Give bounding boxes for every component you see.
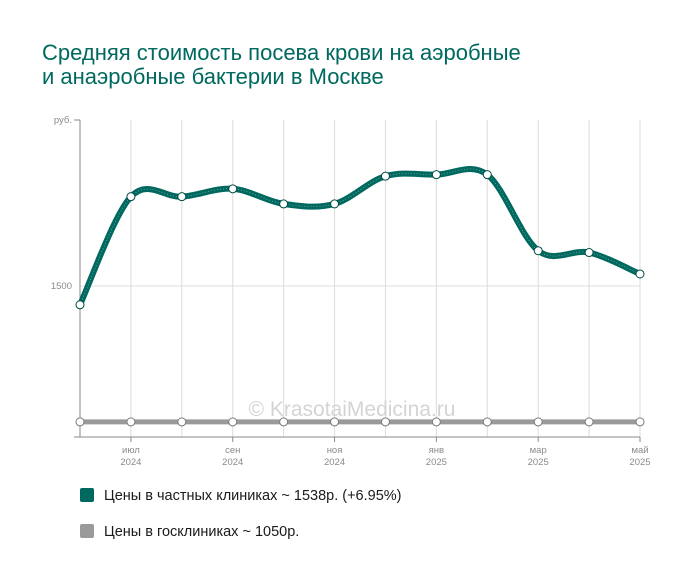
x-tick-label-month: июл xyxy=(122,445,140,456)
data-point-private[interactable] xyxy=(279,199,289,209)
data-point-public[interactable] xyxy=(584,417,594,427)
data-point-private[interactable] xyxy=(380,171,390,181)
data-point-public[interactable] xyxy=(228,417,238,427)
series-line-private xyxy=(77,166,643,308)
data-point-private[interactable] xyxy=(228,184,238,194)
grid xyxy=(80,120,641,437)
data-point-private[interactable] xyxy=(75,300,85,310)
data-point-private[interactable] xyxy=(431,170,441,180)
data-point-public[interactable] xyxy=(533,417,543,427)
x-tick-label-year: 2024 xyxy=(222,457,243,468)
axes: руб.1500июл2024сен2024ноя2024янв2025мар2… xyxy=(51,115,651,468)
data-point-public[interactable] xyxy=(330,417,340,427)
data-point-public[interactable] xyxy=(177,417,187,427)
x-tick-label-month: май xyxy=(631,445,648,456)
chart-title-line-2: и анаэробные бактерии в Москве xyxy=(42,64,384,89)
data-point-public[interactable] xyxy=(126,417,136,427)
watermark: © KrasotaiMedicina.ru xyxy=(249,398,456,421)
data-point-private[interactable] xyxy=(533,246,543,256)
data-point-private[interactable] xyxy=(584,248,594,258)
x-tick-label-year: 2025 xyxy=(528,457,549,468)
data-point-private[interactable] xyxy=(635,269,645,279)
legend-swatch-private xyxy=(80,488,94,502)
data-point-public[interactable] xyxy=(635,417,645,427)
data-point-private[interactable] xyxy=(482,170,492,180)
data-point-public[interactable] xyxy=(380,417,390,427)
x-tick-label-month: ноя xyxy=(327,445,343,456)
chart-title: Средняя стоимость посева крови на аэробн… xyxy=(42,40,521,89)
x-tick-label-month: янв xyxy=(429,445,444,456)
y-axis-unit-label: руб. xyxy=(54,115,72,126)
x-tick-label-year: 2024 xyxy=(120,457,141,468)
x-tick-label-year: 2024 xyxy=(324,457,345,468)
data-point-public[interactable] xyxy=(75,417,85,427)
chart-title-line-1: Средняя стоимость посева крови на аэробн… xyxy=(42,40,521,65)
data-point-private[interactable] xyxy=(177,192,187,202)
data-point-public[interactable] xyxy=(482,417,492,427)
legend-label-private: Цены в частных клиниках ~ 1538р. (+6.95%… xyxy=(104,488,402,504)
legend-swatch-public xyxy=(80,524,94,538)
x-tick-label-year: 2025 xyxy=(426,457,447,468)
series-line-private-highlight xyxy=(79,168,641,305)
data-point-public[interactable] xyxy=(279,417,289,427)
series-layer xyxy=(75,166,645,427)
data-point-private[interactable] xyxy=(330,199,340,209)
data-point-private[interactable] xyxy=(126,192,136,202)
x-tick-label-month: сен xyxy=(225,445,240,456)
legend-label-public: Цены в госклиниках ~ 1050р. xyxy=(104,524,299,540)
x-tick-label-year: 2025 xyxy=(629,457,650,468)
x-tick-label-month: мар xyxy=(530,445,547,456)
legend: Цены в частных клиниках ~ 1538р. (+6.95%… xyxy=(80,488,402,540)
y-tick-label: 1500 xyxy=(51,281,72,292)
data-point-public[interactable] xyxy=(431,417,441,427)
